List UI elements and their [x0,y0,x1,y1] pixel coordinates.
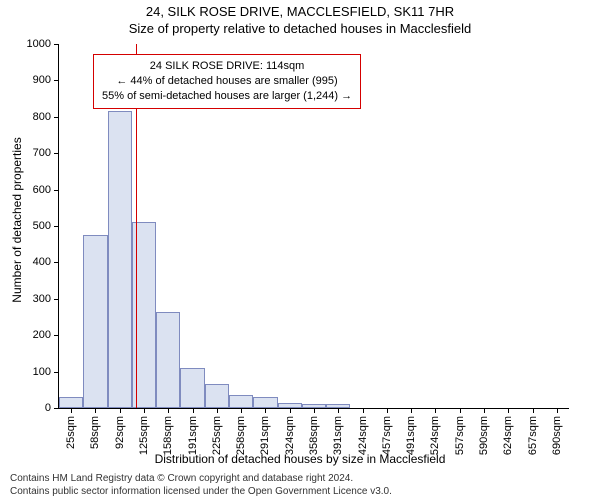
x-tick [120,408,121,413]
y-tick [54,226,59,227]
y-tick-label: 900 [33,74,51,86]
x-tick-label: 92sqm [114,416,126,449]
info-line-1: 24 SILK ROSE DRIVE: 114sqm [102,59,352,74]
y-tick-label: 600 [33,184,51,196]
x-tick [71,408,72,413]
y-tick-label: 700 [33,147,51,159]
x-tick-label: 524sqm [429,416,441,455]
histogram-bar [59,397,83,408]
y-tick [54,80,59,81]
y-tick-label: 500 [33,220,51,232]
chart-title: Size of property relative to detached ho… [0,19,600,36]
y-tick-label: 1000 [27,38,51,50]
x-tick [265,408,266,413]
x-tick [217,408,218,413]
x-tick [460,408,461,413]
y-axis-label: Number of detached properties [10,137,24,302]
x-tick [168,408,169,413]
x-tick [314,408,315,413]
y-tick [54,262,59,263]
y-tick-label: 0 [45,402,51,414]
histogram-bar [180,368,204,408]
x-tick-label: 324sqm [284,416,296,455]
x-tick-label: 590sqm [478,416,490,455]
x-tick-label: 624sqm [502,416,514,455]
x-tick-label: 391sqm [332,416,344,455]
info-line-3: 55% of semi-detached houses are larger (… [102,89,352,104]
y-tick [54,408,59,409]
footer-line-1: Contains HM Land Registry data © Crown c… [10,472,392,485]
x-tick [290,408,291,413]
y-tick [54,117,59,118]
x-tick-label: 191sqm [187,416,199,455]
y-tick-label: 400 [33,256,51,268]
y-tick [54,190,59,191]
x-tick-label: 158sqm [162,416,174,455]
x-tick-label: 258sqm [235,416,247,455]
x-tick [435,408,436,413]
histogram-bar [156,312,180,408]
y-tick [54,44,59,45]
y-tick-label: 200 [33,329,51,341]
y-tick-label: 800 [33,111,51,123]
histogram-bar [205,384,229,408]
y-tick [54,372,59,373]
histogram-bar [108,111,132,408]
x-tick-label: 690sqm [551,416,563,455]
x-tick-label: 291sqm [259,416,271,455]
x-axis-label: Distribution of detached houses by size … [0,452,600,466]
x-tick [387,408,388,413]
x-tick-label: 557sqm [454,416,466,455]
x-tick-label: 424sqm [357,416,369,455]
x-tick-label: 491sqm [405,416,417,455]
histogram-bar [83,235,107,408]
x-tick [557,408,558,413]
x-tick [338,408,339,413]
footer-line-2: Contains public sector information licen… [10,485,392,498]
y-tick-label: 300 [33,293,51,305]
histogram-bar [229,395,253,408]
x-tick-label: 58sqm [89,416,101,449]
x-tick-label: 225sqm [211,416,223,455]
x-tick [411,408,412,413]
x-tick [484,408,485,413]
x-tick-label: 125sqm [138,416,150,455]
x-tick [363,408,364,413]
x-tick-label: 457sqm [381,416,393,455]
marker-info-box: 24 SILK ROSE DRIVE: 114sqm← 44% of detac… [93,54,361,109]
x-tick [508,408,509,413]
address-heading: 24, SILK ROSE DRIVE, MACCLESFIELD, SK11 … [0,0,600,19]
x-tick [533,408,534,413]
x-tick [95,408,96,413]
y-tick [54,299,59,300]
x-tick [144,408,145,413]
x-tick [193,408,194,413]
y-tick [54,335,59,336]
y-tick-label: 100 [33,366,51,378]
attribution-footer: Contains HM Land Registry data © Crown c… [10,472,392,498]
y-tick [54,153,59,154]
info-line-2: ← 44% of detached houses are smaller (99… [102,74,352,89]
x-tick [241,408,242,413]
x-tick-label: 25sqm [65,416,77,449]
x-tick-label: 358sqm [308,416,320,455]
histogram-plot: 0100200300400500600700800900100025sqm58s… [58,44,569,409]
histogram-bar [253,397,277,408]
x-tick-label: 657sqm [527,416,539,455]
